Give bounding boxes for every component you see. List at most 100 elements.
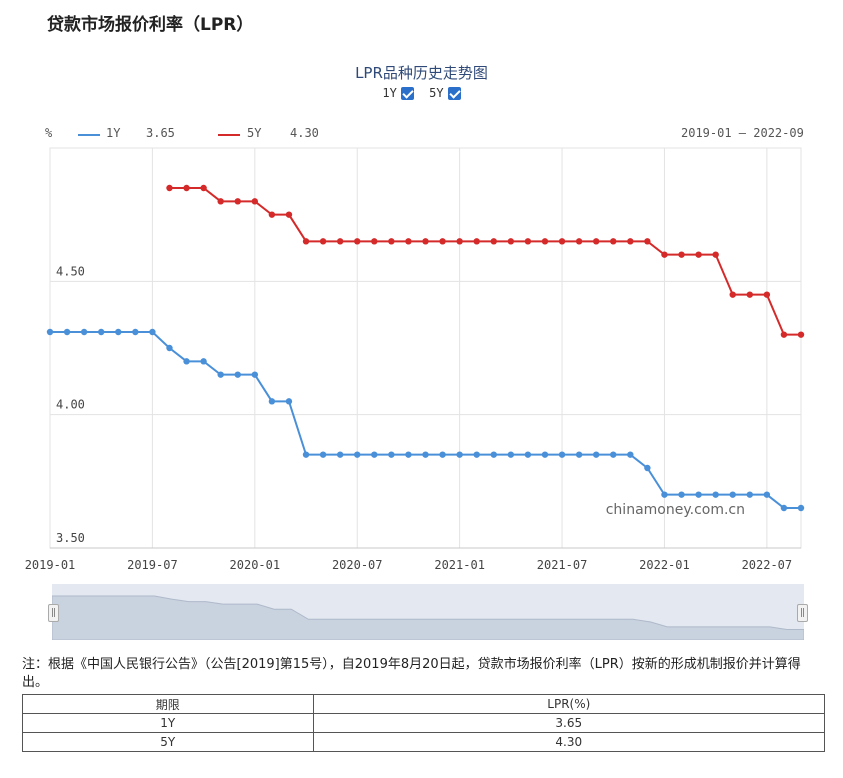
data-point-5y[interactable] — [678, 251, 685, 258]
data-point-5y[interactable] — [302, 238, 310, 245]
data-point-1y[interactable] — [575, 451, 583, 458]
data-point-1y[interactable] — [712, 491, 719, 498]
table-cell: 3.65 — [312, 713, 826, 733]
data-point-1y[interactable] — [98, 328, 105, 336]
y-axis: 4.50 4.00 3.50 — [56, 264, 85, 545]
data-point-1y[interactable] — [695, 491, 702, 498]
data-point-1y[interactable] — [354, 451, 361, 458]
data-point-1y[interactable] — [661, 491, 668, 498]
data-point-5y[interactable] — [217, 198, 224, 205]
data-point-1y[interactable] — [439, 451, 446, 458]
table-row: 1Y 3.65 — [22, 713, 826, 733]
data-point-5y[interactable] — [251, 198, 259, 205]
data-point-5y[interactable] — [183, 184, 190, 192]
legend-5y-name[interactable]: 5Y — [247, 126, 262, 140]
data-point-1y[interactable] — [63, 328, 71, 336]
data-point-1y[interactable] — [336, 451, 344, 458]
data-point-1y[interactable] — [456, 451, 463, 458]
data-point-1y[interactable] — [780, 504, 788, 512]
data-point-1y[interactable] — [644, 464, 651, 472]
data-point-1y[interactable] — [251, 371, 259, 378]
data-point-1y[interactable] — [729, 491, 736, 498]
data-point-1y[interactable] — [302, 451, 310, 458]
data-point-5y[interactable] — [166, 184, 173, 192]
data-point-1y[interactable] — [80, 328, 88, 336]
data-point-5y[interactable] — [268, 211, 276, 218]
data-point-1y[interactable] — [610, 451, 617, 458]
checkbox-checked-icon[interactable] — [447, 86, 461, 100]
data-point-5y[interactable] — [285, 211, 293, 218]
data-point-5y[interactable] — [541, 238, 549, 245]
navigator-area — [51, 595, 805, 641]
data-point-1y[interactable] — [46, 328, 54, 336]
data-point-5y[interactable] — [627, 238, 634, 245]
data-point-5y[interactable] — [746, 291, 753, 298]
data-point-5y[interactable] — [524, 238, 532, 245]
data-point-5y[interactable] — [200, 184, 207, 192]
data-point-5y[interactable] — [371, 238, 378, 245]
data-point-1y[interactable] — [183, 358, 190, 365]
data-point-1y[interactable] — [217, 371, 224, 378]
data-point-5y[interactable] — [354, 238, 361, 245]
data-point-5y[interactable] — [558, 238, 566, 245]
data-point-5y[interactable] — [661, 251, 668, 258]
data-point-5y[interactable] — [234, 198, 241, 205]
data-point-5y[interactable] — [490, 238, 497, 245]
data-point-5y[interactable] — [610, 238, 617, 245]
toggle-1y[interactable]: 1Y — [382, 86, 414, 100]
data-point-1y[interactable] — [422, 451, 429, 458]
zoom-slider-track[interactable] — [51, 584, 805, 641]
legend-1y-name[interactable]: 1Y — [106, 126, 121, 140]
data-point-5y[interactable] — [797, 331, 805, 338]
toggle-5y[interactable]: 5Y — [429, 86, 461, 100]
data-point-1y[interactable] — [763, 491, 771, 498]
data-point-1y[interactable] — [319, 451, 327, 458]
data-point-1y[interactable] — [797, 504, 805, 512]
data-point-5y[interactable] — [780, 331, 788, 338]
data-point-5y[interactable] — [729, 291, 736, 298]
data-point-1y[interactable] — [524, 451, 532, 458]
watermark: chinamoney.com.cn — [606, 502, 745, 518]
data-point-5y[interactable] — [712, 251, 719, 258]
data-point-5y[interactable] — [456, 238, 463, 245]
data-point-5y[interactable] — [319, 238, 327, 245]
data-point-5y[interactable] — [644, 238, 651, 245]
data-point-1y[interactable] — [507, 451, 515, 458]
data-point-1y[interactable] — [558, 451, 566, 458]
x-tick-label: 2021-07 — [537, 558, 588, 572]
zoom-handle-right[interactable] — [797, 604, 808, 622]
data-point-1y[interactable] — [627, 451, 634, 458]
data-point-5y[interactable] — [422, 238, 429, 245]
checkbox-checked-icon[interactable] — [400, 86, 414, 100]
data-point-1y[interactable] — [166, 344, 173, 352]
data-point-1y[interactable] — [200, 358, 207, 365]
data-point-1y[interactable] — [371, 451, 378, 458]
data-point-1y[interactable] — [285, 398, 293, 405]
data-point-5y[interactable] — [592, 238, 600, 245]
data-point-5y[interactable] — [439, 238, 446, 245]
data-point-1y[interactable] — [490, 451, 497, 458]
table-header-row: 期限 LPR(%) — [22, 694, 826, 714]
data-point-1y[interactable] — [388, 451, 395, 458]
zoom-handle-left[interactable] — [48, 604, 59, 622]
data-point-1y[interactable] — [541, 451, 549, 458]
data-point-1y[interactable] — [405, 451, 412, 458]
data-point-1y[interactable] — [268, 398, 276, 405]
data-point-5y[interactable] — [473, 238, 480, 245]
data-point-5y[interactable] — [507, 238, 515, 245]
data-point-1y[interactable] — [234, 371, 241, 378]
data-point-5y[interactable] — [388, 238, 395, 245]
data-point-1y[interactable] — [678, 491, 685, 498]
data-point-5y[interactable] — [695, 251, 702, 258]
data-point-5y[interactable] — [763, 291, 771, 298]
data-point-1y[interactable] — [149, 328, 156, 336]
data-point-1y[interactable] — [473, 451, 480, 458]
data-point-1y[interactable] — [746, 491, 753, 498]
data-point-1y[interactable] — [115, 328, 122, 336]
data-point-1y[interactable] — [132, 328, 139, 336]
data-point-1y[interactable] — [592, 451, 600, 458]
data-point-5y[interactable] — [575, 238, 583, 245]
table-header: 期限 — [22, 694, 314, 714]
data-point-5y[interactable] — [405, 238, 412, 245]
data-point-5y[interactable] — [336, 238, 344, 245]
